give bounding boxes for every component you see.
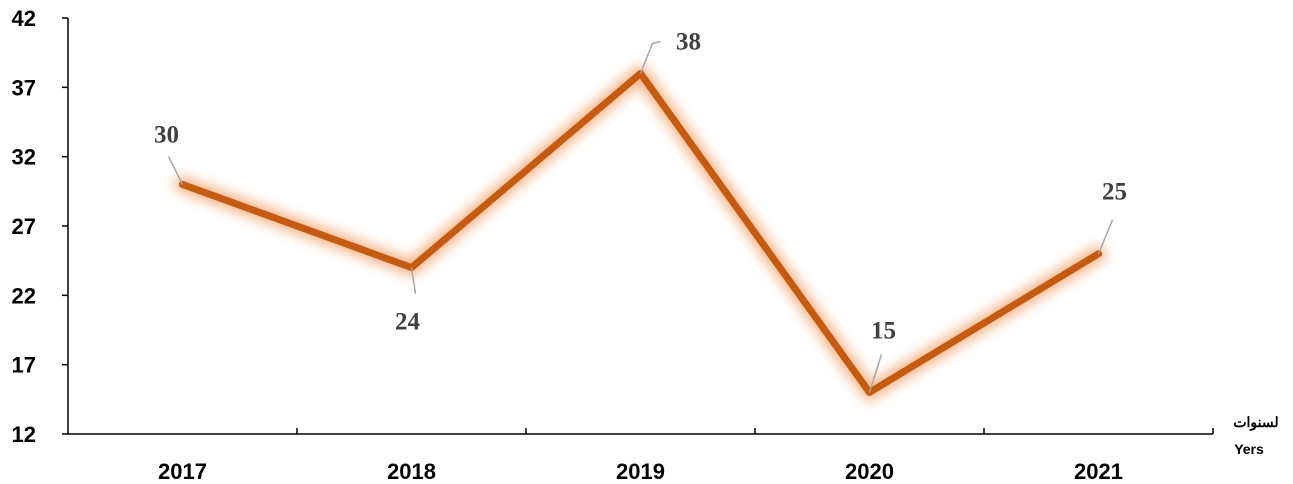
data-label-leader (1097, 219, 1114, 255)
y-tick-label: 32 (12, 145, 36, 170)
data-label-leader (167, 156, 184, 185)
x-axis-title-en: Yers (1234, 441, 1264, 457)
data-label-leader (639, 40, 661, 74)
data-label-leader (410, 267, 417, 294)
y-tick-label: 42 (12, 6, 36, 31)
y-tick-label: 22 (12, 283, 36, 308)
data-label: 38 (676, 28, 701, 55)
x-tick-label: 2018 (387, 459, 436, 484)
data-label: 15 (871, 317, 896, 344)
data-label: 30 (154, 121, 179, 148)
data-label-leader (868, 354, 883, 393)
y-tick-label: 37 (12, 75, 36, 100)
y-tick-label: 12 (12, 422, 36, 447)
data-label: 25 (1102, 179, 1127, 206)
y-tick-label: 17 (12, 353, 36, 378)
x-tick-label: 2020 (845, 459, 894, 484)
y-tick-label: 27 (12, 214, 36, 239)
x-axis-title: لسنوات (1233, 414, 1278, 431)
x-tick-label: 2021 (1074, 459, 1123, 484)
data-label: 24 (395, 309, 421, 336)
x-tick-label: 2019 (616, 459, 665, 484)
x-tick-label: 2017 (158, 459, 207, 484)
